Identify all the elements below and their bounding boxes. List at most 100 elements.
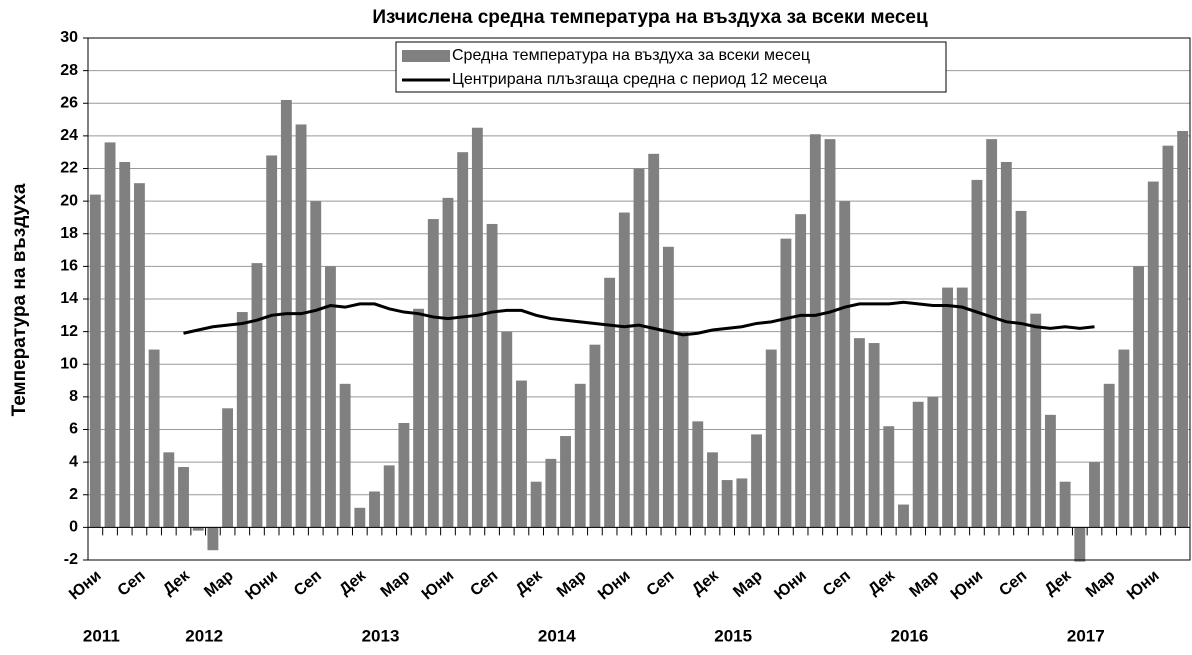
bar [266,155,278,528]
bar [560,436,571,528]
x-tick-label: Дек [513,567,547,599]
bar [736,478,748,528]
bar [1089,462,1100,528]
bar [354,507,366,528]
bar [618,212,630,528]
bar [986,139,998,528]
bar [383,465,395,528]
bar [927,396,939,528]
year-label: 2017 [1067,626,1105,645]
y-tick-label: 10 [60,355,78,372]
bar [853,338,865,528]
bar [325,266,336,528]
y-tick-label: 0 [69,519,78,536]
bar [1074,527,1086,562]
bar [457,152,469,528]
y-tick-label: 22 [60,160,78,177]
moving-average-line [183,300,1095,337]
x-tick-label: Юни [1124,567,1163,603]
x-tick-label: Мар [201,567,237,601]
bar [1030,313,1042,528]
legend-swatch [402,50,450,62]
bar [178,467,189,528]
y-tick-label: 2 [69,486,78,503]
bar [163,452,175,528]
bar [707,452,718,528]
bar [677,331,689,528]
bar [912,401,924,528]
bar [530,481,542,528]
bar [1162,145,1174,528]
bar [662,246,674,528]
bar [751,434,762,528]
bar [471,127,483,528]
y-tick-label: -2 [64,551,78,568]
y-tick-label: 28 [60,62,78,79]
x-tick-label: Сеп [467,567,501,599]
y-tick-label: 8 [69,388,78,405]
bar [398,422,410,528]
year-label: 2016 [891,626,929,645]
y-tick-label: 6 [69,421,78,438]
bar [589,344,601,528]
y-tick-label: 4 [69,453,78,470]
bar [1118,349,1130,528]
x-tick-label: Дек [865,567,899,599]
x-tick-label: Юни [771,567,810,603]
y-tick-label: 14 [60,290,78,307]
y-tick-label: 20 [60,192,78,209]
bar [339,383,351,528]
y-tick-label: 16 [60,258,78,275]
bar [604,277,616,528]
bar [1147,181,1159,528]
bar [780,238,792,528]
bar [148,349,160,528]
legend-label: Средна температура на въздуха за всеки м… [452,47,810,64]
bar [207,527,219,551]
x-tick-label: Мар [1083,567,1119,601]
bar [442,197,454,528]
x-tick-label: Сеп [820,567,854,599]
y-tick-label: 26 [60,94,78,111]
bar [89,194,101,528]
bar [971,179,983,528]
bar [486,223,498,528]
x-tick-label: Сеп [115,567,149,599]
y-axis-label: Температура на въздуха [9,183,30,416]
bar [1000,161,1012,528]
bar [1044,414,1056,528]
x-tick-label: Мар [907,567,943,601]
y-tick-label: 24 [60,127,78,144]
y-tick-label: 12 [60,323,78,340]
x-tick-label: Сеп [644,567,678,599]
x-tick-label: Сеп [291,567,325,599]
x-tick-label: Сеп [996,567,1030,599]
x-tick-label: Юни [948,567,987,603]
x-tick-label: Дек [1042,567,1076,599]
x-tick-label: Мар [730,567,766,601]
bar [809,134,821,528]
x-tick-label: Юни [595,567,634,603]
year-label: 2011 [83,626,120,645]
x-tick-label: Дек [160,567,194,599]
year-label: 2015 [714,626,752,645]
x-tick-label: Дек [689,567,723,599]
bar [413,308,425,528]
bar [1103,383,1115,528]
bar [295,124,307,528]
bar [310,201,322,528]
bar [824,139,836,528]
bar [692,421,704,528]
legend-label: Центрирана плъзгаща средна с период 12 м… [452,71,827,88]
legend: Средна температура на въздуха за всеки м… [395,41,947,93]
plot-border [87,37,1191,561]
x-tick-label: Мар [554,567,590,601]
bar [222,408,234,528]
bar [574,383,586,528]
bar [369,491,380,528]
x-tick-label: Дек [336,567,370,599]
chart-title: Изчислена средна температура на въздуха … [372,7,928,28]
bar [633,168,645,528]
bar [501,331,513,528]
bar [898,504,909,528]
